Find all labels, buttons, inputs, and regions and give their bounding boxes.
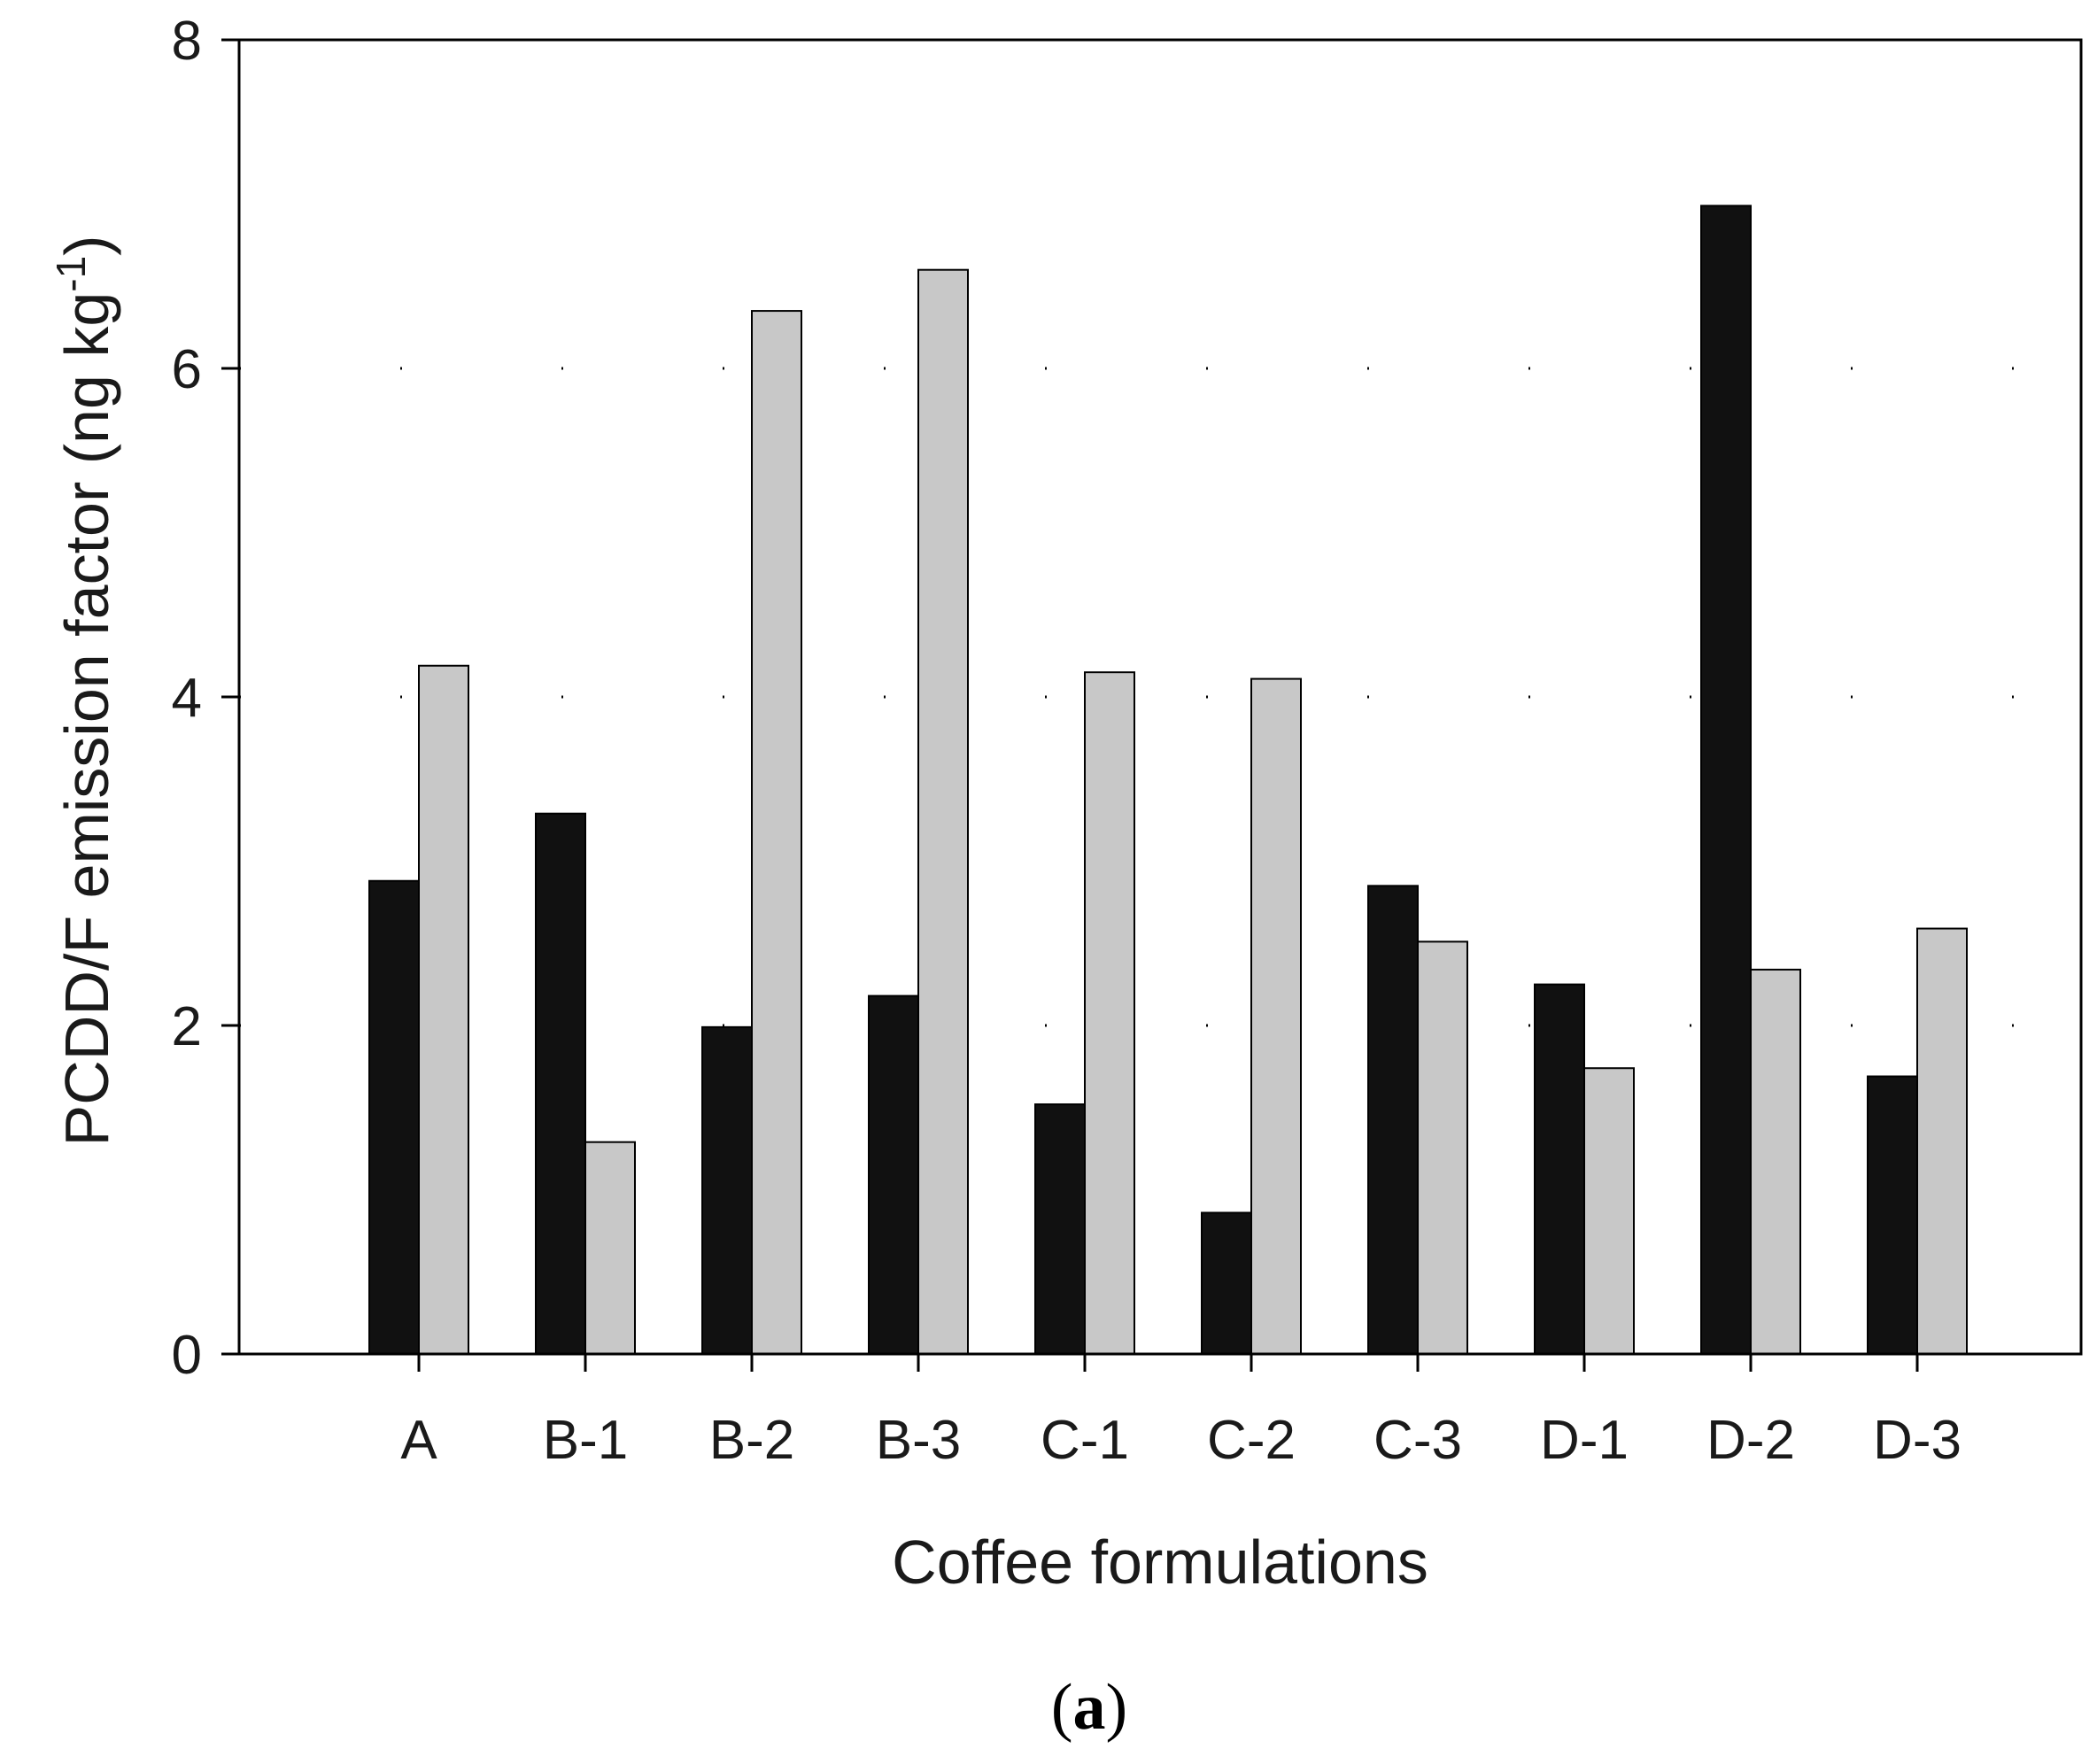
bar-C-2-series-2 — [1250, 677, 1302, 1355]
x-tick-label-C-3: C-3 — [1373, 1410, 1462, 1471]
bar-D-2-series-1 — [1700, 205, 1752, 1356]
x-tick-label-D-2: D-2 — [1706, 1410, 1795, 1471]
bar-C-3-series-2 — [1417, 940, 1468, 1356]
y-axis-title-close: ) — [52, 236, 121, 256]
plot-frame — [237, 38, 2083, 1356]
y-tick-label-8: 8 — [172, 11, 202, 72]
bar-B-3-series-1 — [868, 994, 919, 1355]
panel-label: (a) — [1051, 1671, 1127, 1744]
bar-A-series-2 — [418, 664, 469, 1355]
bar-B-1-series-2 — [584, 1141, 636, 1355]
x-axis: A B-1 B-2 B-3 C-1 C-2 C-3 D-1 D-2 D-3 — [400, 1354, 1962, 1471]
y-axis-title-superscript: -1 — [48, 256, 94, 292]
x-tick-label-B-3: B-3 — [876, 1410, 961, 1471]
bar-D-3-series-1 — [1867, 1075, 1918, 1355]
bars — [368, 205, 1968, 1356]
bar-B-2-series-1 — [701, 1025, 753, 1355]
x-tick-label-C-2: C-2 — [1207, 1410, 1296, 1471]
bar-B-1-series-1 — [535, 812, 586, 1355]
x-tick-label-D-3: D-3 — [1873, 1410, 1962, 1471]
bar-D-1-series-2 — [1583, 1067, 1635, 1355]
panel-label-letter: a — [1073, 1671, 1106, 1744]
bar-C-1-series-1 — [1034, 1103, 1086, 1356]
bar-C-2-series-1 — [1201, 1211, 1252, 1355]
y-tick-label-4: 4 — [172, 668, 202, 729]
bar-C-1-series-2 — [1084, 671, 1135, 1355]
grid-lines — [239, 367, 2081, 1027]
x-tick-label-B-2: B-2 — [709, 1410, 794, 1471]
y-tick-label-2: 2 — [172, 996, 202, 1057]
bar-B-2-series-2 — [751, 310, 802, 1356]
bar-D-2-series-2 — [1750, 968, 1801, 1356]
bar-C-3-series-1 — [1367, 885, 1419, 1355]
bar-B-3-series-2 — [917, 268, 969, 1356]
y-axis-title-main: PCDD/F emission factor (ng kg — [52, 292, 121, 1147]
x-tick-label-D-1: D-1 — [1540, 1410, 1629, 1471]
x-tick-label-A: A — [400, 1410, 437, 1471]
y-axis: 0 2 4 6 8 — [172, 11, 239, 1386]
bar-D-3-series-2 — [1916, 927, 1968, 1356]
x-tick-label-B-1: B-1 — [543, 1410, 628, 1471]
y-tick-label-0: 0 — [172, 1325, 202, 1386]
x-tick-label-C-1: C-1 — [1041, 1410, 1129, 1471]
bar-A-series-1 — [368, 879, 420, 1355]
x-axis-title: Coffee formulations — [892, 1528, 1428, 1597]
bar-D-1-series-1 — [1534, 983, 1585, 1355]
y-axis-title: PCDD/F emission factor (ng kg-1) — [48, 236, 121, 1147]
y-tick-label-6: 6 — [172, 339, 202, 400]
panel-label-open: ( — [1051, 1671, 1073, 1744]
panel-label-close: ) — [1106, 1671, 1128, 1744]
